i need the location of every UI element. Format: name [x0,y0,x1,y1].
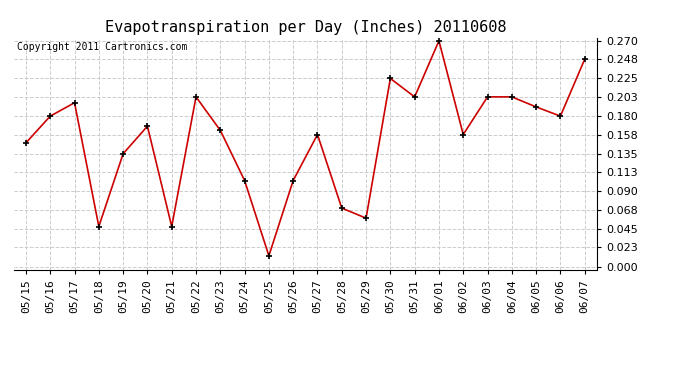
Text: Copyright 2011 Cartronics.com: Copyright 2011 Cartronics.com [17,42,187,52]
Title: Evapotranspiration per Day (Inches) 20110608: Evapotranspiration per Day (Inches) 2011… [105,20,506,35]
